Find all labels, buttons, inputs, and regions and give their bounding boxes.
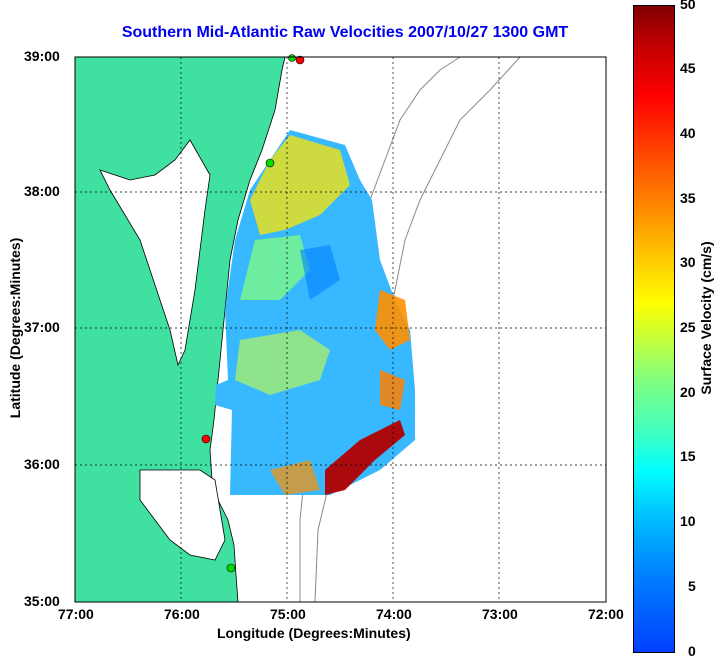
x-tick-label: 77:00 [58,606,94,622]
x-axis-label: Longitude (Degrees:Minutes) [217,625,411,641]
y-tick-label: 37:00 [24,319,60,335]
colorbar-tick-label: 30 [680,254,696,270]
colorbar-tick-label: 20 [680,384,696,400]
radar-station-marker [295,55,305,65]
y-axis-label: Latitude (Degrees:Minutes) [7,237,23,419]
colorbar-tick-label: 5 [688,578,696,594]
map-title: Southern Mid-Atlantic Raw Velocities 200… [121,24,569,41]
colorbar-tick-label: 0 [688,643,696,659]
y-tick-label: 38:00 [24,183,60,199]
x-tick-label: 76:00 [164,606,200,622]
chesapeake-bay [99,139,211,367]
colorbar-tick-label: 35 [680,190,696,206]
colorbar-tick-label: 50 [680,0,696,12]
x-tick-label: 73:00 [482,606,518,622]
colorbar-tick-label: 15 [680,448,696,464]
y-tick-label: 39:00 [24,48,60,64]
radar-station-marker [288,54,296,62]
x-tick-label: 74:00 [376,606,412,622]
colorbar-tick-label: 40 [680,125,696,141]
y-tick-label: 36:00 [24,456,60,472]
plot-frame [74,56,607,603]
colorbar-tick-label: 10 [680,513,696,529]
radar-station-marker [226,563,236,573]
pamlico-sound [139,469,226,561]
colorbar-tick-label: 25 [680,319,696,335]
y-tick-label: 35:00 [24,593,60,609]
colorbar [633,5,675,653]
x-tick-label: 75:00 [270,606,306,622]
colorbar-tick-label: 45 [680,60,696,76]
radar-station-marker [201,434,211,444]
radar-station-marker [265,158,275,168]
velocity-field [215,130,415,495]
x-tick-label: 72:00 [588,606,624,622]
colorbar-label: Surface Velocity (cm/s) [698,241,714,395]
grid-lines [75,57,606,602]
